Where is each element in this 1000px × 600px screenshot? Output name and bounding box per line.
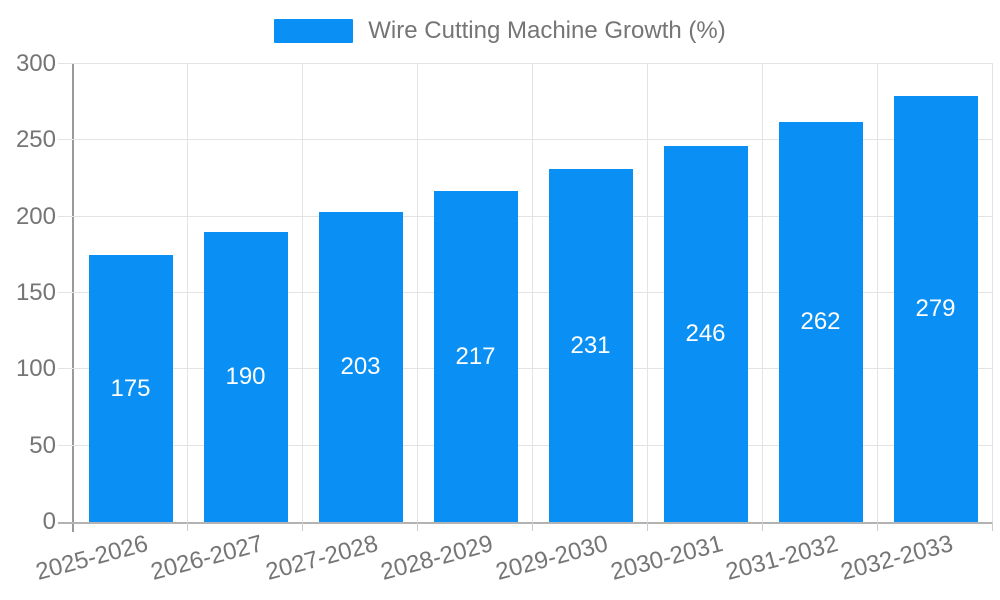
x-gridline bbox=[302, 64, 303, 522]
y-gridline bbox=[58, 139, 993, 141]
bar: 190 bbox=[203, 232, 288, 522]
y-gridline bbox=[58, 444, 993, 446]
plot-area: 0 50 100 150 200 250 300 175 190 203 217 231 246 262 2… bbox=[16, 50, 993, 586]
bar: 203 bbox=[318, 212, 403, 522]
bar-value-label: 231 bbox=[570, 331, 611, 359]
bar-value-label: 190 bbox=[225, 363, 266, 390]
x-tick-label: 2030-2031 bbox=[607, 530, 726, 586]
x-tick-label: 2029-2030 bbox=[492, 530, 611, 586]
x-tick bbox=[302, 522, 303, 531]
x-gridline bbox=[992, 64, 993, 522]
x-tick bbox=[647, 522, 648, 531]
y-gridline bbox=[58, 63, 993, 64]
y-tick-label: 0 bbox=[42, 508, 56, 535]
chart-legend[interactable]: Wire Cutting Machine Growth (%) bbox=[0, 17, 1000, 45]
legend-swatch bbox=[274, 19, 354, 43]
y-gridline bbox=[58, 368, 993, 370]
x-tick-label: 2028-2029 bbox=[377, 530, 496, 586]
bar-value-label: 262 bbox=[800, 308, 841, 335]
x-tick bbox=[992, 522, 993, 531]
x-gridline bbox=[417, 64, 418, 522]
y-tick-label: 50 bbox=[29, 431, 56, 459]
bar-value-label: 279 bbox=[915, 295, 956, 322]
x-gridline bbox=[532, 64, 533, 522]
y-tick-label: 200 bbox=[15, 202, 56, 230]
x-gridline bbox=[187, 64, 188, 522]
y-tick-label: 150 bbox=[15, 279, 56, 306]
x-tick bbox=[877, 522, 878, 531]
x-tick-label: 2032-2033 bbox=[837, 530, 956, 586]
x-axis-line bbox=[58, 522, 993, 524]
x-tick bbox=[762, 522, 763, 531]
x-tick-label: 2025-2026 bbox=[32, 530, 151, 586]
bar: 231 bbox=[548, 169, 633, 522]
y-gridline bbox=[58, 292, 993, 293]
bar: 175 bbox=[88, 255, 173, 522]
x-gridline bbox=[877, 64, 878, 522]
y-tick-label: 250 bbox=[15, 126, 56, 154]
legend-label: Wire Cutting Machine Growth (%) bbox=[368, 17, 726, 44]
x-gridline bbox=[762, 64, 763, 522]
bar: 262 bbox=[778, 122, 863, 522]
bar-value-label: 246 bbox=[685, 320, 726, 347]
x-gridline bbox=[647, 64, 648, 522]
y-axis-line bbox=[72, 64, 74, 532]
y-tick-label: 300 bbox=[15, 50, 56, 77]
x-tick bbox=[187, 522, 188, 531]
bar-value-label: 203 bbox=[340, 353, 381, 380]
bar-value-label: 217 bbox=[455, 342, 496, 370]
x-tick-label: 2031-2032 bbox=[722, 530, 841, 586]
bar: 217 bbox=[433, 191, 518, 522]
y-tick-label: 100 bbox=[15, 355, 56, 383]
x-tick bbox=[417, 522, 418, 531]
y-gridline bbox=[58, 215, 993, 217]
x-tick bbox=[532, 522, 533, 531]
x-tick-label: 2027-2028 bbox=[262, 530, 381, 586]
bar-value-label: 175 bbox=[110, 374, 151, 402]
x-tick-label: 2026-2027 bbox=[147, 530, 266, 586]
bar: 246 bbox=[663, 146, 748, 522]
bar: 279 bbox=[893, 96, 978, 522]
